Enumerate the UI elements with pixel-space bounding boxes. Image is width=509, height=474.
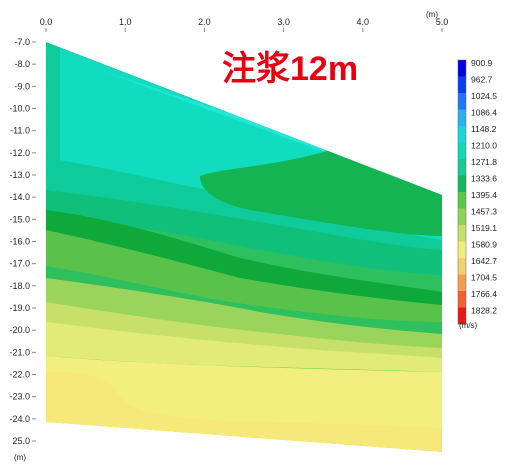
colorbar-frame	[457, 59, 467, 325]
x-tick-label: 0.0	[40, 17, 53, 27]
y-tick-label: -20.0	[9, 325, 30, 335]
colorbar-unit: (m/s)	[459, 321, 478, 330]
y-tick-label: -16.0	[9, 237, 30, 247]
colorbar-swatch	[458, 175, 466, 193]
colorbar-swatch	[458, 109, 466, 127]
colorbar-tick-label: 1642.7	[471, 256, 497, 266]
colorbar-tick-label: 1086.4	[471, 108, 497, 118]
y-tick-label: -22.0	[9, 370, 30, 380]
colorbar-swatch	[458, 274, 466, 292]
y-tick-label: -18.0	[9, 281, 30, 291]
x-axis: 0.0 1.0 2.0 3.0 4.0 5.0	[40, 17, 449, 32]
x-tick-label: 1.0	[119, 17, 132, 27]
colorbar-tick-label: 1457.3	[471, 207, 497, 217]
colorbar-swatch	[458, 225, 466, 242]
colorbar-tick-label: 1766.4	[471, 289, 497, 299]
contour-band	[46, 302, 442, 362]
contour-band	[46, 322, 442, 372]
y-tick-label: -21.0	[9, 347, 30, 357]
colorbar-tick-label: 962.7	[471, 75, 493, 85]
y-tick-label: -8.0	[14, 59, 30, 69]
colorbar-tick-label: 900.9	[471, 58, 493, 68]
y-tick-label: -15.0	[9, 214, 30, 224]
y-tick-label: -10.0	[9, 104, 30, 114]
y-tick-label: 25.0	[12, 436, 30, 446]
y-axis: -7.0 -8.0 -9.0 -10.0 -11.0 -12.0 -13.0 -14.0 -15…	[9, 37, 36, 446]
colorbar-swatch	[458, 159, 466, 176]
colorbar-swatch	[458, 307, 466, 325]
contour-band	[46, 278, 442, 352]
colorbar-swatch	[458, 76, 466, 94]
x-tick-label: 2.0	[198, 17, 211, 27]
colorbar-swatch	[458, 126, 466, 143]
colorbar-swatch	[458, 208, 466, 226]
colorbar-tick-label: 1395.4	[471, 190, 497, 200]
colorbar-tick-label: 1024.5	[471, 91, 497, 101]
y-tick-label: -23.0	[9, 392, 30, 402]
y-axis-unit: (m)	[14, 453, 26, 462]
y-tick-label: -17.0	[9, 259, 30, 269]
x-tick-label: 5.0	[436, 17, 449, 27]
colorbar-swatch	[458, 93, 466, 110]
y-tick-label: -12.0	[9, 148, 30, 158]
colorbar-legend: 900.9 962.7 1024.5 1086.4 1148.2 1210.0 1271.8…	[457, 58, 497, 325]
x-tick-label: 3.0	[277, 17, 290, 27]
y-tick-label: -14.0	[9, 192, 30, 202]
colorbar-swatch	[458, 142, 466, 160]
colorbar-tick-label: 1333.6	[471, 174, 497, 184]
colorbar-swatch	[458, 241, 466, 259]
colorbar-tick-label: 1519.1	[471, 223, 497, 233]
y-tick-label: -9.0	[14, 81, 30, 91]
contour-band	[46, 371, 442, 452]
colorbar-swatch	[458, 60, 466, 77]
y-tick-label: -19.0	[9, 303, 30, 313]
colorbar-swatch	[458, 291, 466, 308]
contour-plot-area	[46, 42, 442, 452]
colorbar-tick-label: 1148.2	[471, 124, 497, 134]
x-axis-unit: (m)	[426, 10, 438, 19]
contour-band	[46, 210, 442, 320]
contour-band	[46, 230, 442, 322]
grouting-annotation: 注浆12m	[222, 50, 358, 88]
y-tick-label: -13.0	[9, 170, 30, 180]
y-tick-label: -11.0	[10, 126, 30, 136]
x-tick-label: 4.0	[357, 17, 370, 27]
colorbar-tick-label: 1271.8	[471, 157, 497, 167]
colorbar-tick-label: 1580.9	[471, 240, 497, 250]
y-tick-label: -7.0	[14, 37, 30, 47]
colorbar-tick-label: 1704.5	[471, 273, 497, 283]
y-tick-label: -24.0	[9, 414, 30, 424]
colorbar-swatch	[458, 258, 466, 275]
colorbar-tick-label: 1828.2	[471, 306, 497, 316]
colorbar-swatch	[458, 192, 466, 209]
colorbar-tick-label: 1210.0	[471, 141, 497, 151]
